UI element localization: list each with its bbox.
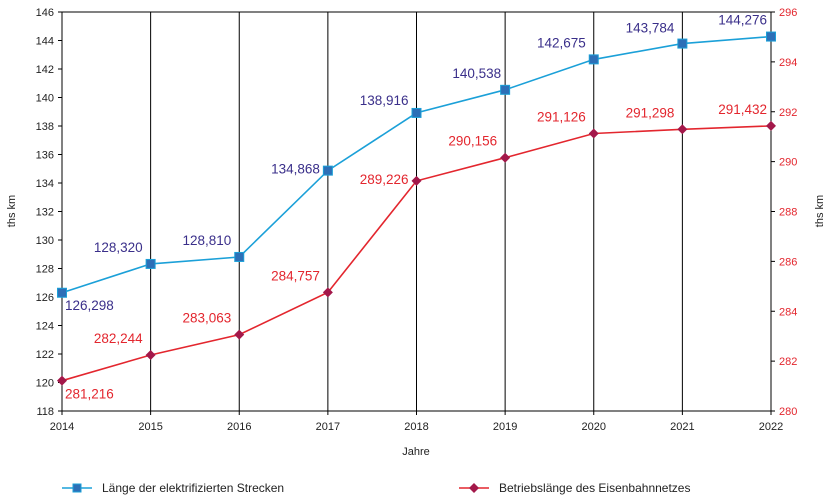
data-label: 290,156 (448, 134, 497, 149)
data-point-diamond (677, 124, 688, 135)
legend-square-marker (72, 483, 82, 493)
data-point-square (500, 84, 511, 95)
right-axis-ticks: 280 282 284 286 288 290 292 294 296 (771, 7, 797, 418)
x-tick-label: 2015 (138, 421, 162, 433)
legend-item-electrified: Länge der elektrifizierten Strecken (62, 481, 284, 495)
left-tick-label: 124 (36, 321, 54, 333)
data-label: 142,675 (537, 35, 586, 50)
x-tick-label: 2022 (759, 421, 783, 433)
data-label: 284,757 (271, 268, 320, 283)
data-point-square (234, 251, 245, 262)
left-tick-label: 144 (36, 36, 54, 48)
data-point-diamond (234, 329, 245, 340)
left-tick-label: 138 (36, 121, 54, 133)
right-tick-label: 288 (779, 207, 797, 219)
x-axis-ticks: 2014 2015 2016 2017 2018 2019 2020 2021 2022 (50, 411, 783, 433)
data-point-diamond (766, 120, 776, 131)
data-label: 282,244 (94, 331, 143, 346)
data-point-square (766, 31, 776, 42)
data-point-diamond (145, 350, 156, 361)
data-label: 143,784 (626, 21, 675, 36)
left-tick-label: 128 (36, 264, 54, 276)
left-tick-label: 126 (36, 292, 54, 304)
data-label: 283,063 (182, 311, 231, 326)
data-label: 128,810 (182, 233, 231, 248)
data-label: 126,298 (65, 298, 114, 313)
right-tick-label: 292 (779, 107, 797, 119)
data-point-diamond (500, 152, 511, 163)
grid-lines (150, 12, 683, 411)
right-tick-label: 294 (779, 57, 797, 69)
data-label: 128,320 (94, 240, 143, 255)
left-tick-label: 118 (36, 406, 54, 418)
left-tick-label: 120 (36, 378, 54, 390)
x-tick-label: 2019 (493, 421, 517, 433)
data-point-diamond (411, 175, 422, 186)
data-label: 291,126 (537, 110, 586, 125)
left-tick-label: 134 (36, 178, 54, 190)
data-point-diamond (588, 128, 599, 139)
data-point-square (411, 107, 422, 118)
data-point-square (588, 54, 599, 65)
data-point-diamond (322, 287, 333, 298)
right-tick-label: 282 (779, 356, 797, 368)
data-label: 291,298 (626, 105, 675, 120)
legend-diamond-marker (469, 483, 479, 493)
x-axis-title: Jahre (402, 446, 430, 458)
left-tick-label: 132 (36, 207, 54, 219)
legend: Länge der elektrifizierten Strecken Betr… (62, 481, 690, 495)
left-tick-label: 140 (36, 93, 54, 105)
data-point-square (677, 38, 688, 49)
right-tick-label: 296 (779, 7, 797, 19)
right-tick-label: 280 (779, 406, 797, 418)
left-tick-label: 130 (36, 235, 54, 247)
data-label: 134,868 (271, 162, 320, 177)
left-axis-ticks: 118 120 122 124 126 128 130 132 134 136 138 140 142 1… (36, 7, 62, 418)
data-label: 144,276 (718, 13, 767, 28)
right-tick-label: 286 (779, 256, 797, 268)
data-label: 289,226 (360, 172, 409, 187)
left-tick-label: 146 (36, 7, 54, 19)
legend-label-electrified: Länge der elektrifizierten Strecken (102, 481, 284, 495)
x-tick-label: 2014 (50, 421, 74, 433)
series-markers (57, 31, 776, 386)
right-tick-label: 290 (779, 157, 797, 169)
left-tick-label: 122 (36, 349, 54, 361)
left-tick-label: 136 (36, 150, 54, 162)
x-tick-label: 2017 (316, 421, 340, 433)
data-label: 291,432 (718, 102, 767, 117)
data-point-square (57, 287, 67, 298)
x-tick-label: 2021 (670, 421, 694, 433)
data-labels: 126,298 128,320 128,810 134,868 138,916 140,5… (65, 13, 767, 402)
data-point-diamond (57, 375, 67, 386)
right-axis-title: ths km (814, 195, 826, 227)
legend-item-network: Betriebslänge des Eisenbahnnetzes (459, 481, 690, 495)
data-label: 281,216 (65, 387, 114, 402)
data-point-square (145, 258, 156, 269)
legend-label-network: Betriebslänge des Eisenbahnnetzes (499, 481, 690, 495)
x-tick-label: 2020 (582, 421, 606, 433)
x-tick-label: 2016 (227, 421, 251, 433)
left-tick-label: 142 (36, 64, 54, 76)
data-point-square (322, 165, 333, 176)
x-tick-label: 2018 (404, 421, 428, 433)
data-label: 140,538 (452, 66, 501, 81)
data-label: 138,916 (360, 93, 409, 108)
right-tick-label: 284 (779, 306, 797, 318)
left-axis-title: ths km (6, 195, 18, 227)
